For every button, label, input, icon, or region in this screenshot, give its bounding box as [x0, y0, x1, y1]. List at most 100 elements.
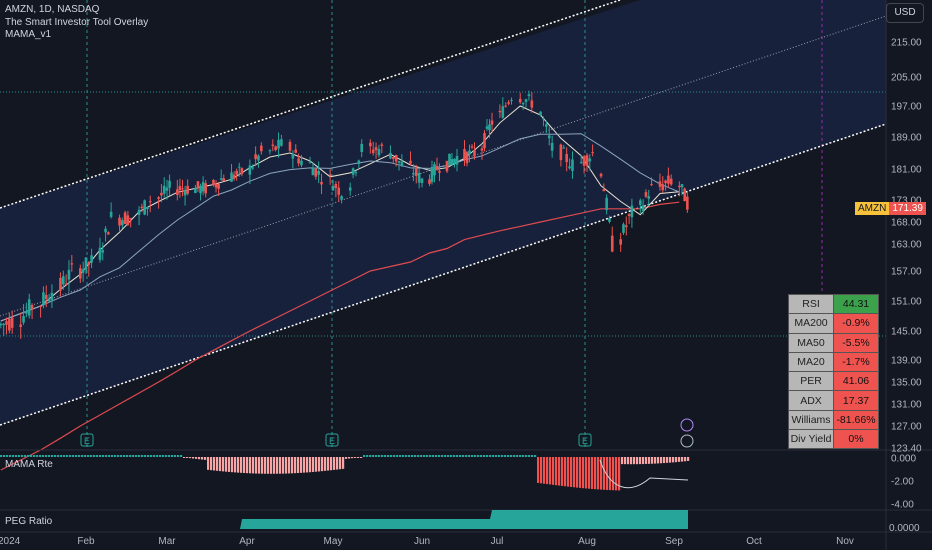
osc-bar: [6, 455, 9, 457]
osc-bar: [684, 457, 687, 462]
price-tick: 131.00: [891, 400, 922, 411]
osc-bar: [210, 457, 213, 471]
osc-bar: [465, 455, 468, 457]
earnings-marker-box: [578, 433, 592, 447]
osc-bar: [27, 455, 30, 457]
candle-body: [30, 305, 34, 310]
osc-bar: [534, 455, 537, 457]
candle-body: [527, 94, 531, 96]
osc-bar: [447, 455, 450, 457]
candle-body: [602, 189, 606, 192]
osc-bar: [243, 457, 246, 474]
osc-bar: [264, 457, 267, 474]
osc-bar: [51, 455, 54, 457]
price-tick: 127.00: [891, 422, 922, 433]
indicator-value: 0%: [833, 429, 879, 450]
candle-body: [608, 218, 611, 222]
osc-bar: [138, 455, 141, 457]
osc-bar: [504, 455, 507, 457]
candle-body: [10, 317, 14, 328]
candle-body: [64, 283, 68, 285]
osc-bar: [195, 457, 198, 459]
candle-body: [435, 166, 439, 170]
osc-bar: [339, 457, 342, 470]
osc-bar: [456, 455, 459, 457]
osc-bar: [639, 457, 642, 465]
osc-bar: [630, 457, 633, 465]
osc-bar: [408, 455, 411, 457]
candle-body: [565, 154, 568, 163]
candle-body: [619, 239, 622, 245]
osc-bar: [318, 457, 321, 472]
price-tick: 123.40: [891, 444, 922, 455]
osc-tick: -4.00: [891, 500, 914, 511]
currency-button[interactable]: USD: [886, 3, 924, 23]
price-tick: 215.00: [891, 38, 922, 49]
candle-body: [294, 149, 298, 153]
osc-bar: [24, 455, 27, 457]
osc-bar: [666, 457, 669, 463]
osc-bar: [36, 455, 39, 457]
candle-body: [98, 247, 102, 260]
indicator-label: Williams: [788, 409, 834, 431]
osc-bar: [360, 457, 363, 458]
osc-bar: [132, 455, 135, 457]
time-tick: Jul: [491, 536, 504, 547]
ma-slow-line: [0, 133, 680, 322]
osc-bar: [537, 457, 540, 483]
candle-body: [420, 178, 424, 184]
candle-body: [357, 160, 361, 164]
candle-body: [277, 139, 280, 149]
candle-body: [314, 168, 318, 177]
candle-body: [647, 196, 651, 199]
candle-body: [199, 185, 202, 194]
osc-bar: [597, 457, 600, 490]
osc-bar: [183, 457, 186, 458]
candle-body: [274, 146, 277, 151]
price-tick: 197.00: [891, 102, 922, 113]
osc-bar: [246, 457, 249, 474]
candle-body: [627, 214, 631, 216]
osc-bar: [276, 457, 279, 474]
candle-body: [650, 184, 653, 186]
candle-body: [317, 171, 320, 175]
candle-body: [414, 168, 418, 176]
candle-body: [248, 165, 252, 175]
earnings-marker-text: E: [84, 436, 90, 446]
osc-bar: [237, 457, 240, 473]
candle-body: [201, 182, 205, 192]
osc-bar: [675, 457, 678, 463]
peg-area: [0, 510, 688, 529]
osc-bar: [528, 455, 531, 457]
earnings-marker-box: [325, 433, 339, 447]
osc-bar: [636, 457, 639, 465]
candle-body: [25, 310, 28, 314]
candle-body: [465, 152, 469, 164]
osc-bar: [663, 457, 666, 464]
osc-bar: [186, 457, 189, 458]
osc-bar: [462, 455, 465, 457]
candle-body: [400, 161, 404, 167]
candle-body: [237, 166, 241, 168]
candle-body: [582, 156, 586, 166]
candle-body: [118, 217, 121, 226]
table-row: Div Yield 0%: [788, 429, 879, 450]
osc-bar: [492, 455, 495, 457]
time-tick: Feb: [77, 536, 95, 547]
candle-body: [280, 139, 283, 146]
candle-body: [235, 170, 238, 175]
candle-body: [445, 160, 449, 172]
earnings-marker-box: [80, 433, 94, 447]
osc-bar: [564, 457, 567, 487]
candle-body: [240, 168, 244, 175]
candle-body: [480, 148, 484, 151]
time-tick: Aug: [578, 536, 596, 547]
candle-body: [380, 144, 384, 146]
candle-body: [230, 172, 233, 182]
candle-body: [530, 100, 534, 108]
candle-body: [521, 102, 525, 105]
osc-bar: [285, 457, 288, 474]
osc-bar: [591, 457, 594, 489]
candle-body: [104, 228, 107, 233]
